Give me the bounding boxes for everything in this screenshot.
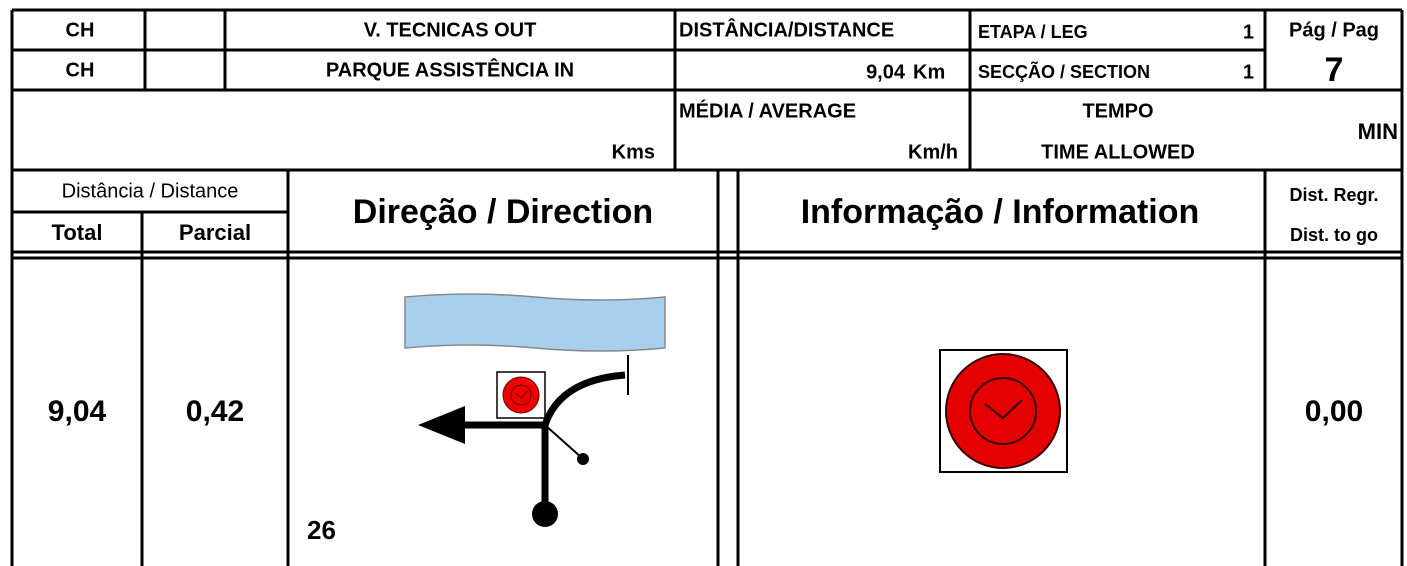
distance: 9,04 [866,61,906,83]
tulip-diagram [404,293,666,527]
cp-name: V. TECNICAS OUT [364,19,537,41]
dist-to-go-header: Dist. to go [1290,225,1378,245]
direction-header: Direção / Direction [353,193,653,231]
information-header: Informação / Information [801,193,1200,231]
leg: 1 [1243,21,1254,43]
distance-header: Distância / Distance [62,180,239,202]
table-borders [10,8,1404,566]
time-label-en: TIME ALLOWED [1041,141,1195,163]
cp-label: CH [66,19,95,41]
time-unit: MIN [1358,119,1398,144]
cp-label: CH [66,59,95,81]
entry-number: 26 [307,515,336,545]
average-label: MÉDIA / AVERAGE [679,99,856,122]
partial-distance: 0,42 [186,395,244,428]
kms-unit: Kms [612,141,655,163]
total-header: Total [52,220,103,245]
cp-name: PARQUE ASSISTÊNCIA IN [326,57,574,81]
partial-header: Parcial [179,220,251,245]
distance-label: DISTÂNCIA/DISTANCE [679,17,894,41]
time-label-pt: TEMPO [1082,100,1153,122]
section: 1 [1243,61,1254,83]
page-label: Pág / Pag [1289,19,1379,41]
dist-regr-header: Dist. Regr. [1289,185,1378,205]
total-distance: 9,04 [48,395,107,428]
time-control-icon [939,349,1068,473]
page-number: 7 [1325,51,1344,89]
section-label: SECÇÃO / SECTION [978,61,1150,82]
dist-to-go: 0,00 [1305,395,1363,428]
distance-unit: Km [913,61,945,83]
leg-label: ETAPA / LEG [978,22,1088,42]
average-unit: Km/h [908,141,958,163]
